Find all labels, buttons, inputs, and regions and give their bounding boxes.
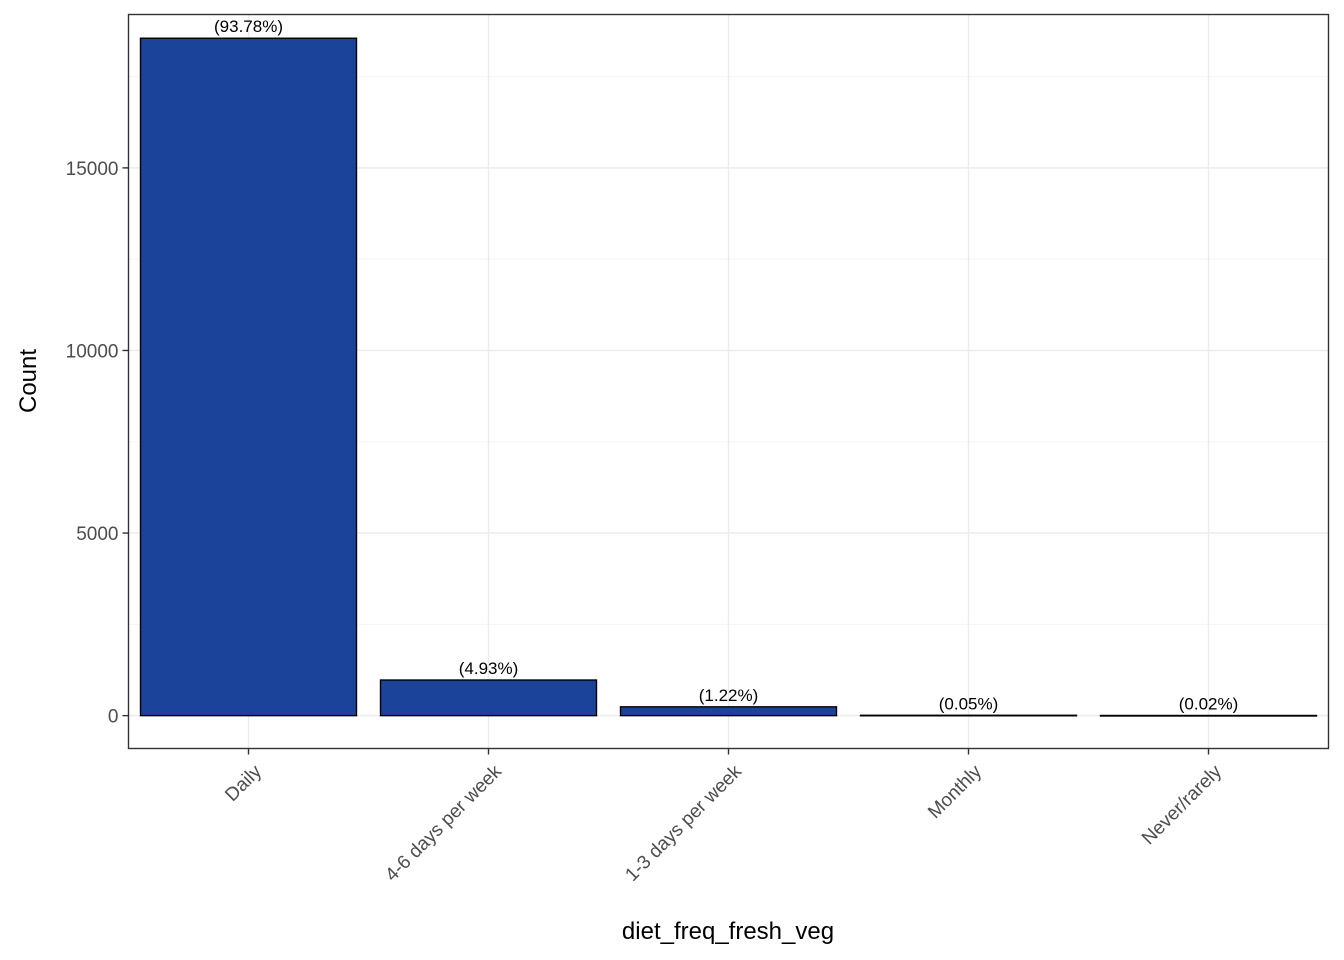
- bar: [139, 37, 358, 717]
- y-axis-ticks: 0 5000 10000 15000: [66, 159, 129, 728]
- y-tick-label: 10000: [66, 341, 119, 362]
- data-label: (93.78%): [214, 17, 283, 36]
- x-tick-label: Daily: [221, 761, 266, 806]
- data-label: (0.05%): [939, 694, 999, 713]
- y-tick-label: 15000: [66, 159, 119, 180]
- x-tick-label: Never/rarely: [1138, 761, 1226, 849]
- data-label: (1.22%): [699, 686, 759, 705]
- bars: [139, 37, 1318, 717]
- data-label: (4.93%): [459, 659, 519, 678]
- y-tick-label: 0: [108, 707, 119, 728]
- y-tick-label: 5000: [76, 524, 118, 545]
- x-axis-title: diet_freq_fresh_veg: [622, 918, 834, 945]
- bar: [859, 714, 1078, 717]
- data-label: (0.02%): [1179, 694, 1239, 713]
- bar: [379, 679, 598, 717]
- bar: [619, 706, 838, 717]
- x-tick-label: 4-6 days per week: [381, 761, 506, 886]
- x-tick-label: Monthly: [924, 761, 986, 823]
- x-axis-ticks: Daily 4-6 days per week 1-3 days per week M…: [221, 748, 1226, 886]
- y-axis-title: Count: [15, 349, 42, 413]
- bar: [1099, 714, 1318, 717]
- data-labels: (93.78%) (4.93%) (1.22%) (0.05%) (0.02%): [214, 17, 1238, 713]
- x-tick-label: 1-3 days per week: [621, 761, 746, 886]
